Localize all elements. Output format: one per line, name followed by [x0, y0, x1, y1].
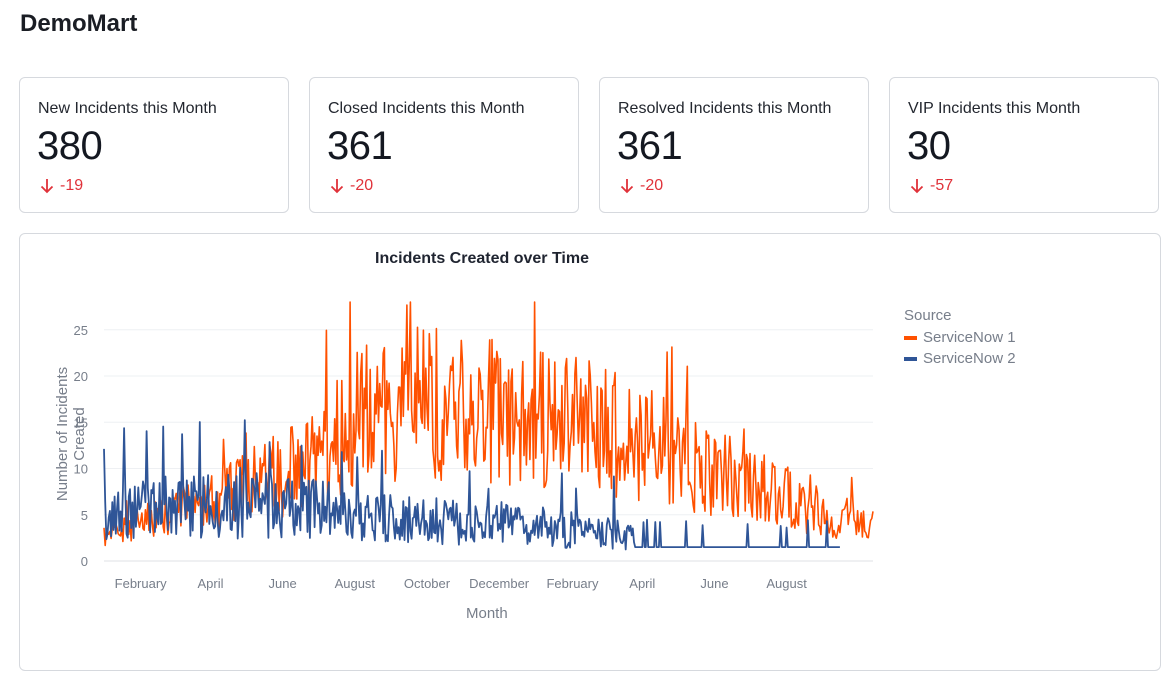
x-tick-label: April [629, 576, 655, 591]
kpi-delta-value: -19 [60, 177, 84, 194]
series-line-servicenow-2[interactable] [103, 419, 840, 551]
legend-swatch [904, 335, 917, 340]
legend-label: ServiceNow 1 [923, 329, 1016, 346]
y-tick-label: 25 [74, 323, 88, 338]
kpi-delta-value: -20 [640, 177, 664, 194]
x-tick-label: June [269, 576, 297, 591]
arrow-down-icon [330, 179, 344, 194]
x-tick-label: April [197, 576, 223, 591]
x-tick-label: December [469, 576, 530, 591]
y-tick-label: 0 [81, 554, 88, 569]
x-tick-label: February [546, 576, 599, 591]
legend-item-servicenow-2[interactable]: ServiceNow 2 [904, 348, 1016, 369]
y-tick-label: 10 [74, 462, 88, 477]
kpi-value: 361 [617, 124, 683, 168]
x-tick-label: August [335, 576, 376, 591]
kpi-label: New Incidents this Month [38, 100, 217, 117]
kpi-card-vip-incidents[interactable]: VIP Incidents this Month 30 -57 [889, 77, 1159, 213]
x-tick-label: June [700, 576, 728, 591]
kpi-value: 30 [907, 124, 951, 168]
incidents-line-chart[interactable]: 0 5 10 15 20 25 February April June August October… [20, 234, 880, 594]
kpi-label: Resolved Incidents this Month [618, 100, 832, 117]
kpi-card-new-incidents[interactable]: New Incidents this Month 380 -19 [19, 77, 289, 213]
app-title: DemoMart [20, 10, 138, 37]
kpi-value: 380 [37, 124, 103, 168]
kpi-delta-value: -57 [930, 177, 954, 194]
y-tick-label: 15 [74, 415, 88, 430]
arrow-down-icon [620, 179, 634, 194]
arrow-down-icon [40, 179, 54, 194]
x-tick-label: October [404, 576, 451, 591]
chart-title: Incidents Created over Time [375, 250, 589, 267]
series-line-servicenow-1[interactable] [103, 301, 874, 547]
kpi-card-closed-incidents[interactable]: Closed Incidents this Month 361 -20 [309, 77, 579, 213]
kpi-card-resolved-incidents[interactable]: Resolved Incidents this Month 361 -20 [599, 77, 869, 213]
kpi-delta: -57 [910, 177, 953, 195]
legend-title: Source [904, 307, 952, 324]
kpi-delta-value: -20 [350, 177, 374, 194]
incidents-chart-panel: Incidents Created over Time Number of In… [19, 233, 1161, 671]
legend-swatch [904, 356, 917, 361]
x-tick-label: August [766, 576, 807, 591]
y-tick-label: 5 [81, 508, 88, 523]
kpi-delta: -20 [330, 177, 373, 195]
y-tick-label: 20 [74, 369, 88, 384]
x-axis-label: Month [466, 605, 508, 622]
kpi-label: VIP Incidents this Month [908, 100, 1081, 117]
legend-item-servicenow-1[interactable]: ServiceNow 1 [904, 327, 1016, 348]
kpi-delta: -20 [620, 177, 663, 195]
kpi-delta: -19 [40, 177, 83, 195]
kpi-label: Closed Incidents this Month [328, 100, 525, 117]
x-tick-label: February [115, 576, 168, 591]
kpi-value: 361 [327, 124, 393, 168]
legend-label: ServiceNow 2 [923, 350, 1016, 367]
arrow-down-icon [910, 179, 924, 194]
chart-legend: Source ServiceNow 1 ServiceNow 2 [904, 307, 1016, 369]
